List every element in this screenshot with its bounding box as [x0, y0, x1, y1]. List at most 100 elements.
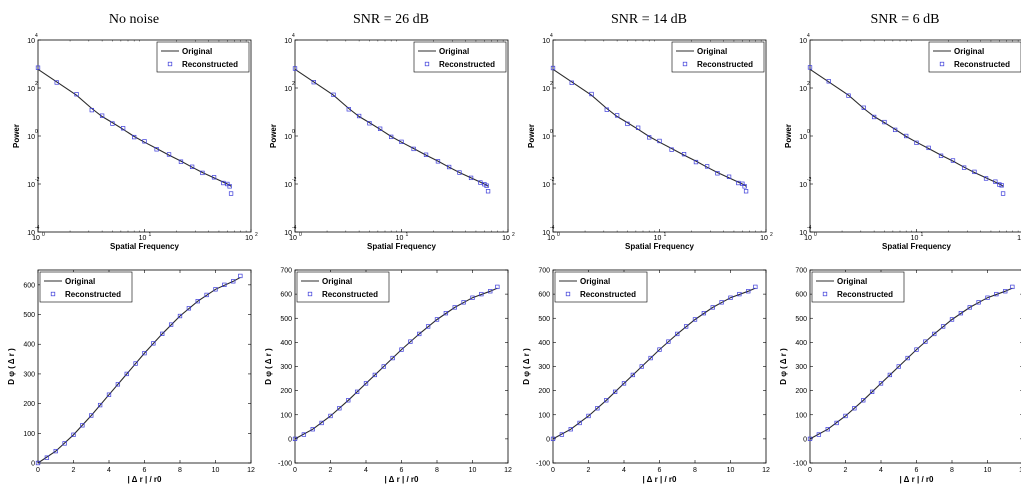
y-tick-label: 600 [538, 292, 550, 299]
reconstructed-point [737, 291, 742, 297]
legend: Original Reconstructed [156, 41, 250, 73]
legend-reconstructed-label: Reconstructed [65, 290, 121, 299]
reconstructed-point [550, 65, 556, 71]
x-tick-label: 6 [915, 467, 919, 474]
reconstructed-point [142, 139, 147, 144]
x-tick-label: 8 [693, 467, 697, 474]
reconstructed-point [983, 176, 989, 181]
y-tick-exponent: 4 [807, 33, 810, 39]
y-tick-label: 10 [284, 38, 292, 45]
y-tick-label: 400 [23, 342, 35, 349]
x-tick-label: 4 [364, 467, 368, 474]
legend-box [296, 271, 390, 303]
reconstructed-point [961, 165, 967, 170]
y-tick-label: 200 [23, 401, 35, 408]
reconstructed-point [228, 191, 234, 196]
y-tick-exponent: 2 [292, 81, 295, 87]
x-tick-label: 0 [293, 467, 297, 474]
reconstructed-point [132, 134, 137, 140]
reconstructed-point [692, 317, 698, 322]
y-axis-label: D φ ( Δ r ) [264, 348, 273, 385]
x-axis-label: | Δ r | / r0 [128, 475, 162, 484]
x-tick-label: 12 [247, 467, 255, 474]
reconstructed-point [630, 372, 636, 378]
reconstructed-point [746, 289, 751, 294]
y-tick-label: 500 [280, 316, 292, 323]
reconstructed-point [923, 339, 928, 344]
y-tick-label: 400 [538, 340, 550, 347]
reconstructed-point [166, 152, 172, 157]
series-original-line [294, 68, 489, 187]
x-tick-label: 0 [551, 467, 555, 474]
y-tick-label: 600 [795, 292, 807, 299]
legend-box [554, 271, 648, 303]
reconstructed-point [142, 350, 147, 356]
reconstructed-point [408, 339, 413, 344]
y-tick-exponent: 4 [550, 33, 553, 39]
reconstructed-point [657, 138, 662, 144]
reconstructed-point [35, 460, 41, 466]
reconstructed-point [852, 406, 857, 411]
reconstructed-point [710, 305, 715, 310]
y-tick-exponent: -2 [550, 177, 555, 183]
reconstructed-point [940, 324, 946, 329]
y-tick-label: 10 [284, 230, 292, 237]
y-axis-label: D φ ( Δ r ) [522, 348, 531, 385]
reconstructed-point [44, 455, 50, 460]
y-tick-label: -100 [536, 461, 550, 468]
reconstructed-point [577, 420, 582, 426]
x-tick-exponent: 0 [42, 232, 45, 238]
x-tick-label: 10 [547, 235, 555, 242]
structure-0-panel: 0 2 4 6 8 10 12 0 100 200 300 400 500 600 | Δ r | / r0… [7, 269, 255, 484]
y-tick-label: 400 [280, 340, 292, 347]
y-tick-label: 10 [27, 182, 35, 189]
reconstructed-point [887, 372, 893, 378]
series-original-line [552, 68, 747, 187]
reconstructed-point [417, 331, 422, 337]
reconstructed-point [200, 170, 205, 176]
reconstructed-point [124, 371, 129, 377]
reconstructed-point [310, 427, 315, 432]
reconstructed-point [399, 139, 404, 145]
reconstructed-point [80, 423, 85, 428]
reconstructed-point [976, 300, 981, 305]
x-tick-label: 4 [879, 467, 883, 474]
y-tick-label: -100 [793, 461, 807, 468]
y-tick-label: 10 [542, 230, 550, 237]
reconstructed-point [89, 107, 94, 113]
column-title: No noise [109, 12, 159, 27]
reconstructed-point [457, 170, 462, 175]
reconstructed-point [681, 152, 687, 157]
reconstructed-point [435, 159, 441, 164]
y-tick-exponent: 2 [35, 81, 38, 87]
reconstructed-point [896, 364, 901, 369]
legend: Original Reconstructed [554, 271, 648, 303]
legend-box [413, 41, 507, 73]
y-tick-label: 200 [280, 388, 292, 395]
reconstructed-point [704, 164, 710, 169]
reconstructed-point [115, 382, 121, 387]
y-tick-label: 0 [803, 436, 807, 443]
legend: Original Reconstructed [296, 271, 390, 303]
reconstructed-point [701, 311, 707, 316]
reconstructed-point [938, 153, 944, 158]
y-tick-exponent: 0 [35, 129, 38, 135]
reconstructed-point [657, 347, 662, 352]
reconstructed-point [926, 145, 931, 151]
legend: Original Reconstructed [39, 271, 133, 303]
y-tick-label: 10 [799, 86, 807, 93]
y-tick-label: 300 [280, 364, 292, 371]
reconstructed-point [151, 341, 156, 346]
y-tick-exponent: -4 [807, 225, 812, 231]
legend: Original Reconstructed [811, 271, 905, 303]
y-tick-exponent: -2 [292, 177, 297, 183]
reconstructed-point [292, 436, 298, 442]
y-tick-label: -100 [278, 461, 292, 468]
reconstructed-point [363, 381, 369, 386]
reconstructed-point [211, 175, 217, 180]
reconstructed-point [301, 432, 307, 437]
reconstructed-point [425, 324, 431, 329]
x-axis-label: Spatial Frequency [625, 242, 694, 251]
